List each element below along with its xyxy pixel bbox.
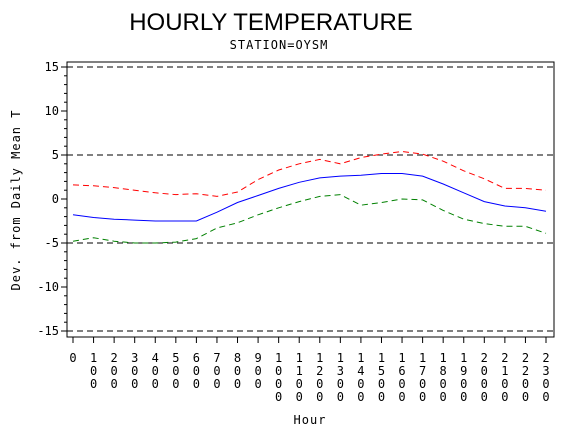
plot-frame: [66, 61, 555, 338]
y-tick-label: 5: [52, 148, 59, 162]
y-tick-label: -15: [37, 324, 59, 338]
y-tick-label: 10: [45, 104, 59, 118]
chart-title: HOURLY TEMPERATURE: [129, 9, 413, 36]
y-tick-label: 0: [52, 192, 59, 206]
y-tick-label: 15: [45, 60, 59, 74]
series-line-2: [72, 194, 547, 244]
x-axis: 0 1 0 0 2 0 0 3 0 0 4 0 0 5 0 0 6 0 0 7 0 0 8 0 0 9 0 0 1 0 0 0 1 1 0 0 1 2 0 0…: [69, 337, 550, 404]
series-line-0: [72, 150, 547, 197]
x-axis-label: Hour: [294, 413, 327, 427]
x-tick-label: 0: [69, 351, 76, 365]
series-group: [72, 150, 547, 244]
y-tick-label: -10: [37, 280, 59, 294]
y-axis-label: Dev. from Daily Mean T: [9, 110, 23, 291]
chart-subtitle: STATION=OYSM: [230, 38, 329, 52]
series-line-1: [72, 173, 547, 222]
y-axis: -15 -10 -5 0 5 10 15: [37, 60, 67, 338]
y-tick-label: -5: [45, 236, 59, 250]
